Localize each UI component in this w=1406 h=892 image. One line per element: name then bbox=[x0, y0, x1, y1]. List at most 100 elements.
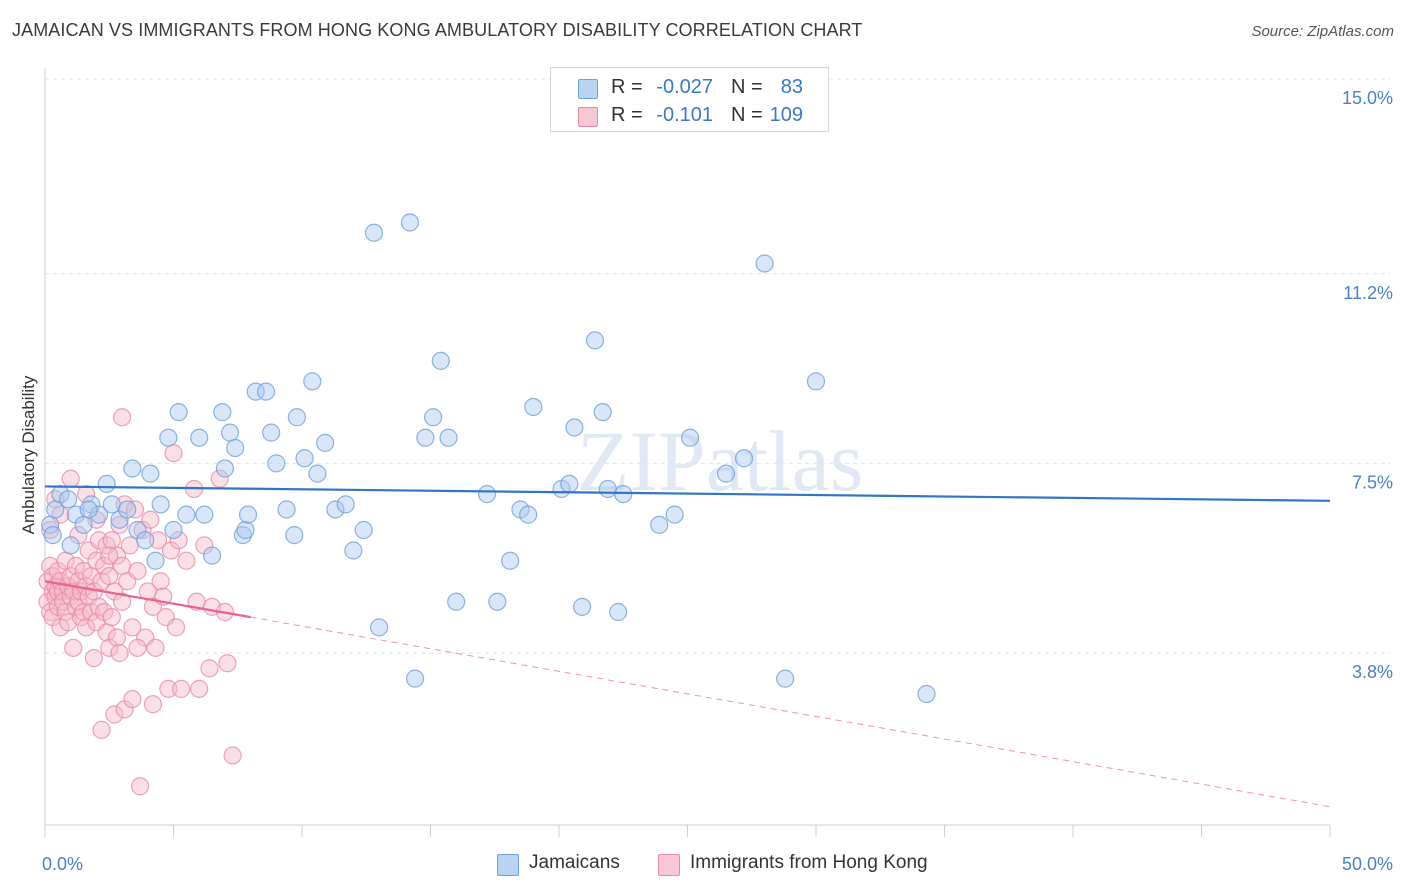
jamaican-point bbox=[755, 254, 774, 273]
jamaican-point bbox=[423, 408, 443, 427]
jamaican-point bbox=[354, 520, 373, 540]
hong-kong-point bbox=[169, 531, 188, 550]
jamaican-point bbox=[776, 669, 795, 688]
jamaican-point bbox=[287, 408, 306, 427]
jamaican-point bbox=[97, 474, 116, 493]
jamaican-point bbox=[680, 428, 700, 447]
hong-kong-point bbox=[77, 485, 96, 504]
jamaican-point bbox=[665, 505, 684, 524]
legend-swatch-pink bbox=[578, 107, 598, 127]
hong-kong-point bbox=[123, 690, 142, 709]
jamaican-point bbox=[43, 526, 62, 545]
jamaican-point bbox=[519, 505, 538, 524]
jamaican-point bbox=[246, 382, 265, 401]
hong-kong-point bbox=[177, 551, 196, 570]
hong-kong-point bbox=[89, 597, 109, 616]
gridlines bbox=[45, 78, 1390, 654]
hong-kong-point bbox=[107, 628, 127, 647]
jamaican-point bbox=[439, 428, 458, 447]
jamaican-point bbox=[102, 495, 121, 514]
hong-kong-point bbox=[190, 679, 209, 698]
series-hong-kong bbox=[38, 408, 242, 796]
jamaican-point bbox=[573, 597, 592, 616]
tick-labels: 3.8% 7.5% 11.2% 15.0% 0.0% 50.0% bbox=[42, 88, 1393, 874]
jamaican-point bbox=[598, 479, 617, 499]
jamaican-point bbox=[61, 536, 80, 555]
legend-row-hong-kong: R = -0.101 N = 109 bbox=[551, 101, 828, 129]
hong-kong-point bbox=[146, 638, 165, 657]
jamaican-point bbox=[806, 372, 826, 391]
hong-kong-point bbox=[100, 638, 119, 657]
jamaican-point bbox=[262, 423, 281, 442]
hong-kong-point bbox=[223, 746, 242, 765]
jamaican-point bbox=[59, 490, 78, 509]
hong-kong-point bbox=[128, 561, 147, 581]
legend-swatch-pink bbox=[658, 854, 680, 876]
jamaican-point bbox=[82, 495, 101, 514]
jamaican-point bbox=[141, 464, 160, 483]
x-tick-label: 0.0% bbox=[42, 854, 83, 874]
n-value: 109 bbox=[769, 104, 803, 126]
hong-kong-point bbox=[110, 643, 129, 663]
hong-kong-point bbox=[95, 556, 114, 575]
jamaican-point bbox=[614, 485, 633, 504]
hong-kong-point bbox=[128, 638, 147, 657]
hong-kong-point bbox=[115, 700, 134, 719]
jamaican-point bbox=[295, 449, 314, 468]
jamaican-point bbox=[344, 541, 363, 560]
hong-kong-trend-line bbox=[44, 580, 251, 619]
jamaican-point bbox=[400, 213, 420, 232]
jamaican-point bbox=[585, 331, 605, 350]
hong-kong-point bbox=[120, 536, 139, 555]
jamaican-point bbox=[593, 403, 612, 422]
hong-kong-trend-extension bbox=[250, 616, 1331, 808]
hong-kong-point bbox=[151, 572, 170, 591]
jamaican-point bbox=[501, 551, 520, 570]
hong-kong-point bbox=[92, 720, 111, 739]
jamaican-point bbox=[364, 223, 384, 242]
axes bbox=[44, 68, 1331, 837]
legend-label: Immigrants from Hong Kong bbox=[690, 852, 928, 873]
jamaican-point bbox=[565, 418, 584, 437]
hong-kong-point bbox=[210, 469, 229, 488]
hong-kong-point bbox=[105, 705, 124, 724]
jamaican-point bbox=[202, 546, 222, 565]
jamaican-point bbox=[370, 618, 389, 637]
jamaican-point bbox=[128, 520, 147, 540]
hong-kong-point bbox=[172, 679, 191, 698]
jamaican-point bbox=[146, 551, 165, 570]
jamaican-point bbox=[151, 495, 170, 514]
jamaican-point bbox=[136, 531, 155, 550]
y-tick-label: 3.8% bbox=[1352, 662, 1393, 682]
r-value: -0.027 bbox=[656, 76, 713, 98]
hong-kong-point bbox=[141, 510, 160, 529]
jamaican-point bbox=[233, 526, 252, 545]
jamaican-point bbox=[405, 669, 425, 688]
hong-kong-point bbox=[84, 649, 103, 668]
legend-label: Jamaicans bbox=[529, 852, 620, 873]
hong-kong-point bbox=[112, 592, 132, 611]
hong-kong-point bbox=[125, 500, 145, 519]
x-tick-label: 50.0% bbox=[1342, 854, 1393, 874]
hong-kong-point bbox=[130, 777, 150, 796]
hong-kong-point bbox=[102, 531, 121, 550]
jamaican-point bbox=[110, 510, 129, 529]
jamaican-point bbox=[177, 505, 196, 524]
trend-lines bbox=[44, 485, 1331, 808]
jamaican-point bbox=[123, 459, 142, 478]
jamaican-point bbox=[220, 423, 240, 442]
chart-title: JAMAICAN VS IMMIGRANTS FROM HONG KONG AM… bbox=[12, 20, 863, 40]
y-axis-label: Ambulatory Disability bbox=[19, 375, 38, 534]
hong-kong-point bbox=[218, 654, 237, 673]
y-tick-label: 15.0% bbox=[1342, 88, 1393, 108]
jamaican-point bbox=[917, 684, 936, 704]
jamaican-point bbox=[74, 515, 93, 534]
hong-kong-point bbox=[143, 695, 163, 714]
jamaican-point bbox=[267, 454, 286, 473]
jamaican-point bbox=[416, 428, 435, 447]
jamaicans-trend-line bbox=[44, 485, 1331, 502]
jamaican-point bbox=[238, 505, 258, 524]
jamaican-point bbox=[164, 520, 183, 540]
jamaican-point bbox=[650, 515, 669, 534]
jamaican-point bbox=[488, 592, 507, 611]
